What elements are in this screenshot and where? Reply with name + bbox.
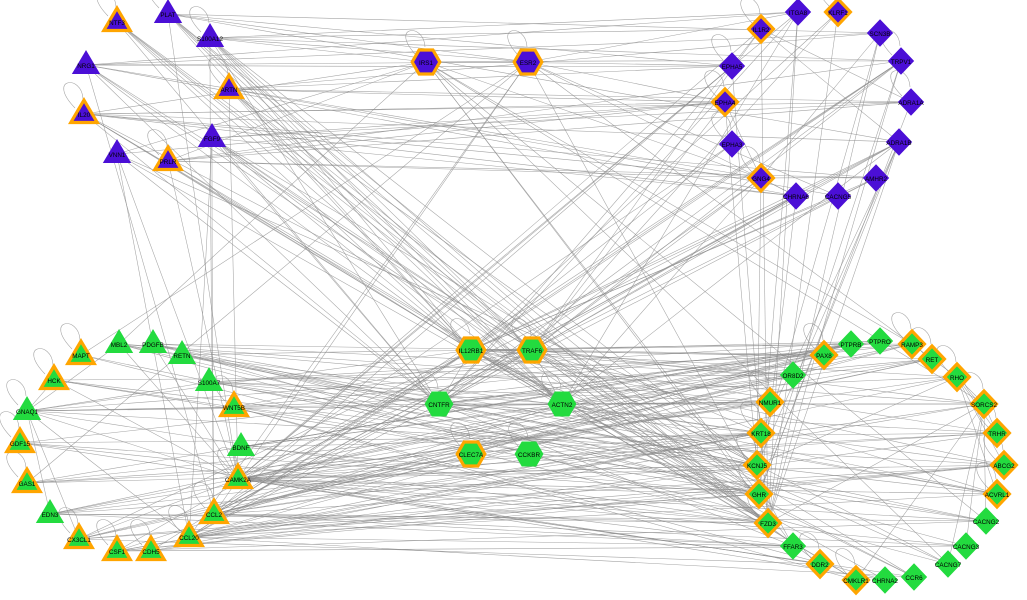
svg-text:EPHA4: EPHA4 [715,100,736,107]
svg-text:NTF3: NTF3 [109,20,125,27]
svg-text:FZD3: FZD3 [760,521,776,528]
svg-text:BDNF: BDNF [232,445,249,452]
svg-text:MBL2: MBL2 [111,342,128,349]
svg-text:DDR2: DDR2 [811,562,829,569]
svg-text:MAPT: MAPT [72,353,90,360]
svg-text:ACTN2: ACTN2 [552,402,573,409]
svg-text:OR8D2: OR8D2 [783,373,804,380]
svg-text:GAS1: GAS1 [19,481,36,488]
svg-text:CLEC7A: CLEC7A [459,452,484,459]
svg-text:TRPV1: TRPV1 [891,59,912,66]
svg-text:PLAT: PLAT [160,12,175,19]
svg-text:RAMP3: RAMP3 [901,342,923,349]
svg-text:CACNG2: CACNG2 [973,519,1000,526]
svg-text:CCKBR: CCKBR [518,452,540,459]
svg-text:GNG4: GNG4 [752,176,770,183]
svg-text:IRS1: IRS1 [419,60,433,67]
svg-text:EPHA5: EPHA5 [722,64,743,71]
svg-text:S100A7: S100A7 [198,380,221,387]
svg-text:TRHR: TRHR [988,431,1006,438]
svg-text:GDF15: GDF15 [10,441,31,448]
svg-text:SCN3B: SCN3B [870,31,891,38]
svg-text:CSF1: CSF1 [109,549,126,556]
svg-text:PTPRB: PTPRB [841,342,862,349]
svg-text:KRT18: KRT18 [751,431,771,438]
svg-text:CAMK2A: CAMK2A [225,477,252,484]
svg-text:FFAR3: FFAR3 [783,544,803,551]
svg-text:IL1R2: IL1R2 [753,27,770,34]
svg-text:FGF9: FGF9 [204,136,221,143]
svg-text:IL20: IL20 [78,112,91,119]
svg-text:ITGA8: ITGA8 [789,10,808,17]
svg-text:ADRA1B: ADRA1B [886,140,911,147]
svg-text:AMHR2: AMHR2 [865,176,888,183]
svg-text:KLRF1: KLRF1 [828,10,848,17]
svg-text:NRG1: NRG1 [77,63,95,70]
svg-text:GNAQ1: GNAQ1 [16,409,39,416]
svg-text:ARTN: ARTN [220,87,237,94]
svg-text:CCR6: CCR6 [905,575,923,582]
svg-text:RETN: RETN [173,353,191,360]
svg-text:PTPRO: PTPRO [869,339,891,346]
svg-text:CCL20: CCL20 [179,535,199,542]
svg-text:CCL2: CCL2 [206,512,223,519]
svg-text:GHR: GHR [752,492,766,499]
svg-text:RHO: RHO [950,375,964,382]
svg-text:CDH5: CDH5 [142,549,160,556]
svg-text:IL12RB1: IL12RB1 [459,348,484,355]
svg-text:VNN1: VNN1 [109,152,126,159]
svg-text:CACNG3: CACNG3 [953,544,980,551]
svg-text:CHRNA2: CHRNA2 [872,578,898,585]
svg-text:PRLR: PRLR [160,159,177,166]
svg-text:CACNG5: CACNG5 [825,194,852,201]
svg-text:HCK: HCK [47,378,61,385]
svg-text:EPHA3: EPHA3 [722,142,743,149]
svg-text:SORCS2: SORCS2 [971,402,997,409]
svg-text:WNT5B: WNT5B [223,405,245,412]
svg-text:CMKLR1: CMKLR1 [843,578,869,585]
svg-text:EDN3: EDN3 [42,512,59,519]
svg-text:ESR2: ESR2 [520,60,537,67]
svg-text:S100A12: S100A12 [197,36,223,43]
svg-text:ADRA1A: ADRA1A [898,100,924,107]
svg-text:TRAF6: TRAF6 [522,348,542,355]
svg-text:CX3CL1: CX3CL1 [67,537,91,544]
svg-text:KCNJ5: KCNJ5 [747,463,767,470]
svg-text:ABCG2: ABCG2 [993,463,1015,470]
svg-text:CNTFR: CNTFR [428,402,450,409]
svg-text:ACVRL1: ACVRL1 [985,492,1010,499]
svg-text:NMUR1: NMUR1 [759,400,782,407]
svg-text:RET: RET [926,357,939,364]
svg-text:PDGFB: PDGFB [142,342,164,349]
svg-text:CHRNA6: CHRNA6 [783,194,809,201]
svg-text:CACNG7: CACNG7 [935,562,962,569]
svg-text:PAX8: PAX8 [816,353,832,360]
